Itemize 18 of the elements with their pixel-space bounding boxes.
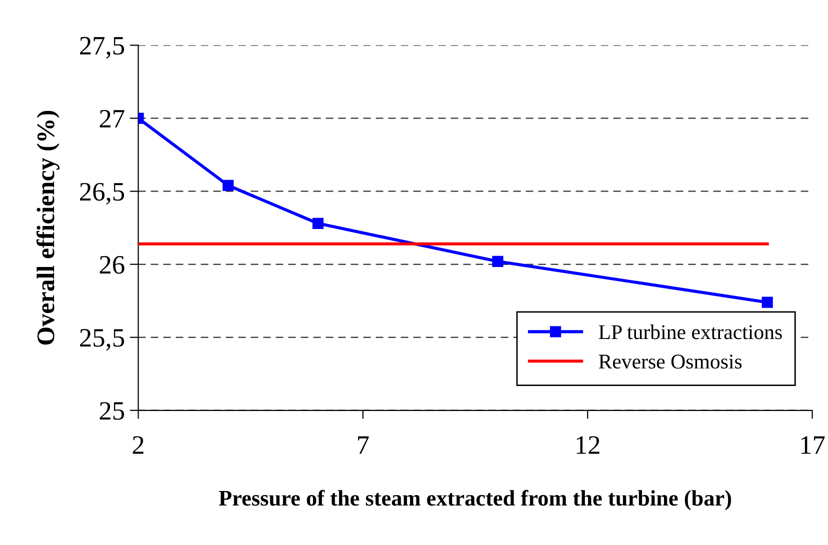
x-tick-label: 7: [358, 436, 369, 454]
legend-label: Reverse Osmosis: [598, 354, 742, 369]
point: [492, 256, 504, 267]
x-tick-label: 17: [801, 436, 825, 454]
x-axis-title: Pressure of the steam extracted from the turbine (bar): [218, 490, 732, 510]
y-tick-label: 27,5: [80, 36, 124, 58]
y-tick-label: 26,5: [80, 182, 124, 205]
y-tick-label: 25: [100, 402, 124, 420]
x-tick-label: 2: [132, 436, 144, 454]
point: [222, 180, 234, 192]
y-tick-label: 25,5: [80, 329, 124, 351]
legend-label: LP turbine extractions: [598, 324, 782, 340]
x-tick-label: 12: [576, 436, 600, 454]
point: [762, 296, 773, 308]
y-tick-label: 26: [100, 256, 124, 274]
y-tick-label: 27: [100, 110, 124, 128]
point: [312, 218, 324, 229]
y-axis-title: Overall efficiency (%): [36, 110, 60, 345]
